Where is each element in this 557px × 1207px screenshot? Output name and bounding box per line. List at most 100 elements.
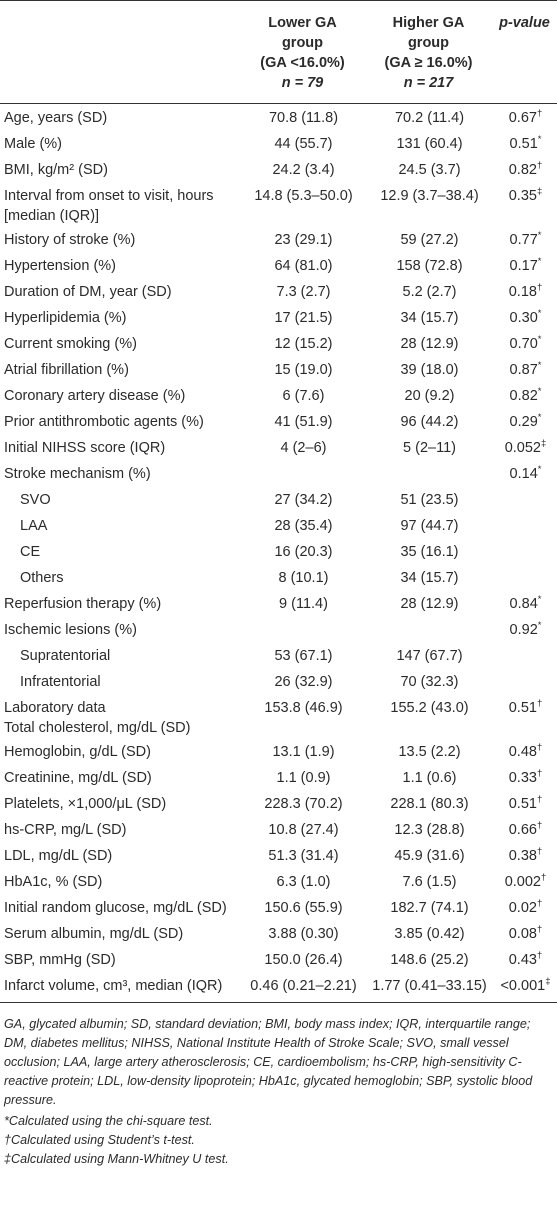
p-value-text: 0.29: [509, 414, 538, 430]
value: 3.88 (0.30): [268, 926, 339, 942]
test-mark: *: [537, 360, 542, 371]
value: 70.2 (11.4): [394, 110, 465, 126]
value: 59 (27.2): [400, 232, 459, 248]
table-row: Reperfusion therapy (%) 9 (11.4) 28 (12.9)…: [0, 590, 557, 616]
row-label: SBP, mmHg (SD): [0, 946, 240, 972]
value: 15 (19.0): [274, 362, 333, 378]
table-header: Lower GA group (GA <16.0%) n = 79 Higher GA g…: [0, 0, 557, 104]
row-label: Ischemic lesions (%): [0, 616, 240, 642]
label-line: Initial NIHSS score (IQR): [4, 440, 166, 456]
higher-ga-value: 97 (44.7): [365, 512, 492, 538]
lower-ga-value: 9 (11.4): [240, 590, 365, 616]
row-label: Prior antithrombotic agents (%): [0, 408, 240, 434]
test-note: †Calculated using Student’s t-test.: [4, 1133, 195, 1147]
label-line: hs-CRP, mg/L (SD): [4, 822, 127, 838]
test-mark: †: [536, 820, 543, 831]
value: 6.3 (1.0): [276, 874, 331, 890]
p-value-text: 0.17: [509, 258, 538, 274]
lower-ga-value: 15 (19.0): [240, 356, 365, 382]
test-mark: *: [537, 230, 542, 241]
lower-ga-value: 13.1 (1.9): [240, 738, 365, 764]
p-value-text: 0.14: [509, 466, 538, 482]
value: 5 (2–11): [403, 440, 456, 456]
value: 6 (7.6): [282, 388, 325, 404]
p-value-text: 0.51: [508, 700, 537, 716]
value: 7.6 (1.5): [402, 874, 457, 890]
test-mark: *: [537, 334, 542, 345]
p-value: 0.82†: [492, 156, 557, 182]
label-line: History of stroke (%): [4, 232, 136, 248]
table-row: Hyperlipidemia (%) 17 (21.5) 34 (15.7) 0.30…: [0, 304, 557, 330]
table-row: Laboratory data Total cholesterol, mg/dL …: [0, 694, 557, 738]
value: 28 (12.9): [400, 336, 459, 352]
p-value-text: 0.38: [508, 848, 537, 864]
higher-ga-value: 28 (12.9): [365, 330, 492, 356]
higher-ga-value: 70.2 (11.4): [365, 104, 492, 131]
value: 147 (67.7): [396, 648, 463, 664]
p-value-text: 0.48: [508, 744, 537, 760]
header-line: n = 79: [281, 75, 324, 91]
row-label: hs-CRP, mg/L (SD): [0, 816, 240, 842]
higher-ga-value: 148.6 (25.2): [365, 946, 492, 972]
higher-ga-value: 12.3 (28.8): [365, 816, 492, 842]
footnotes: GA, glycated albumin; SD, standard devia…: [0, 1003, 557, 1169]
p-value: [492, 486, 557, 512]
table-row: Prior antithrombotic agents (%) 41 (51.9)…: [0, 408, 557, 434]
p-value: <0.001‡: [492, 972, 557, 1003]
p-value: 0.08†: [492, 920, 557, 946]
value: 44 (55.7): [274, 136, 333, 152]
test-mark: †: [536, 160, 543, 171]
row-label: Laboratory data Total cholesterol, mg/dL …: [0, 694, 240, 738]
test-mark: *: [537, 464, 542, 475]
table-row: HbA1c, % (SD) 6.3 (1.0) 7.6 (1.5) 0.002†: [0, 868, 557, 894]
p-value-text: 0.18: [508, 284, 537, 300]
label-line: HbA1c, % (SD): [4, 874, 103, 890]
row-label: Reperfusion therapy (%): [0, 590, 240, 616]
test-mark: †: [536, 108, 543, 119]
header-line: n = 217: [403, 75, 454, 91]
row-label: Coronary artery disease (%): [0, 382, 240, 408]
lower-ga-value: 7.3 (2.7): [240, 278, 365, 304]
value: 150.6 (55.9): [264, 900, 343, 916]
test-mark: †: [536, 846, 543, 857]
value: 9 (11.4): [279, 596, 328, 612]
p-value-text: 0.002: [504, 874, 541, 890]
value: 0.46 (0.21–2.21): [250, 978, 357, 994]
label-line: Reperfusion therapy (%): [4, 596, 162, 612]
label-line: Interval from onset to visit, hours: [4, 188, 214, 204]
label-line: Current smoking (%): [4, 336, 137, 352]
higher-ga-value: 20 (9.2): [365, 382, 492, 408]
value: 158 (72.8): [396, 258, 463, 274]
label-line: Prior antithrombotic agents (%): [4, 414, 204, 430]
label-line: Laboratory data: [4, 700, 106, 716]
label-line: SVO: [20, 492, 51, 508]
row-label: Interval from onset to visit, hours [medi…: [0, 182, 240, 226]
label-line: Infarct volume, cm³, median (IQR): [4, 978, 223, 994]
higher-ga-value: 96 (44.2): [365, 408, 492, 434]
lower-ga-value: 53 (67.1): [240, 642, 365, 668]
higher-ga-value: 59 (27.2): [365, 226, 492, 252]
value: 34 (15.7): [400, 570, 459, 586]
label-line: Serum albumin, mg/dL (SD): [4, 926, 184, 942]
table-row: Creatinine, mg/dL (SD) 1.1 (0.9) 1.1 (0.6)…: [0, 764, 557, 790]
row-label: Stroke mechanism (%): [0, 460, 240, 486]
header-line: Higher GA: [392, 15, 465, 31]
test-note: *Calculated using the chi-square test.: [4, 1114, 213, 1128]
test-mark: ‡: [541, 438, 547, 449]
test-mark: †: [536, 698, 543, 709]
row-label: Hypertension (%): [0, 252, 240, 278]
data-table: Lower GA group (GA <16.0%) n = 79 Higher GA g…: [0, 0, 557, 1003]
table-row: Infarct volume, cm³, median (IQR) 0.46 (0…: [0, 972, 557, 1003]
p-value: 0.70*: [492, 330, 557, 356]
row-label: Initial random glucose, mg/dL (SD): [0, 894, 240, 920]
label-line: Total cholesterol, mg/dL (SD): [4, 720, 191, 736]
higher-ga-value: 131 (60.4): [365, 130, 492, 156]
label-line: Age, years (SD): [4, 110, 108, 126]
label-line: Infratentorial: [20, 674, 101, 690]
p-value: 0.30*: [492, 304, 557, 330]
higher-ga-value: 45.9 (31.6): [365, 842, 492, 868]
higher-ga-value: 3.85 (0.42): [365, 920, 492, 946]
test-mark: †: [536, 898, 543, 909]
p-value: 0.43†: [492, 946, 557, 972]
value: 131 (60.4): [396, 136, 463, 152]
